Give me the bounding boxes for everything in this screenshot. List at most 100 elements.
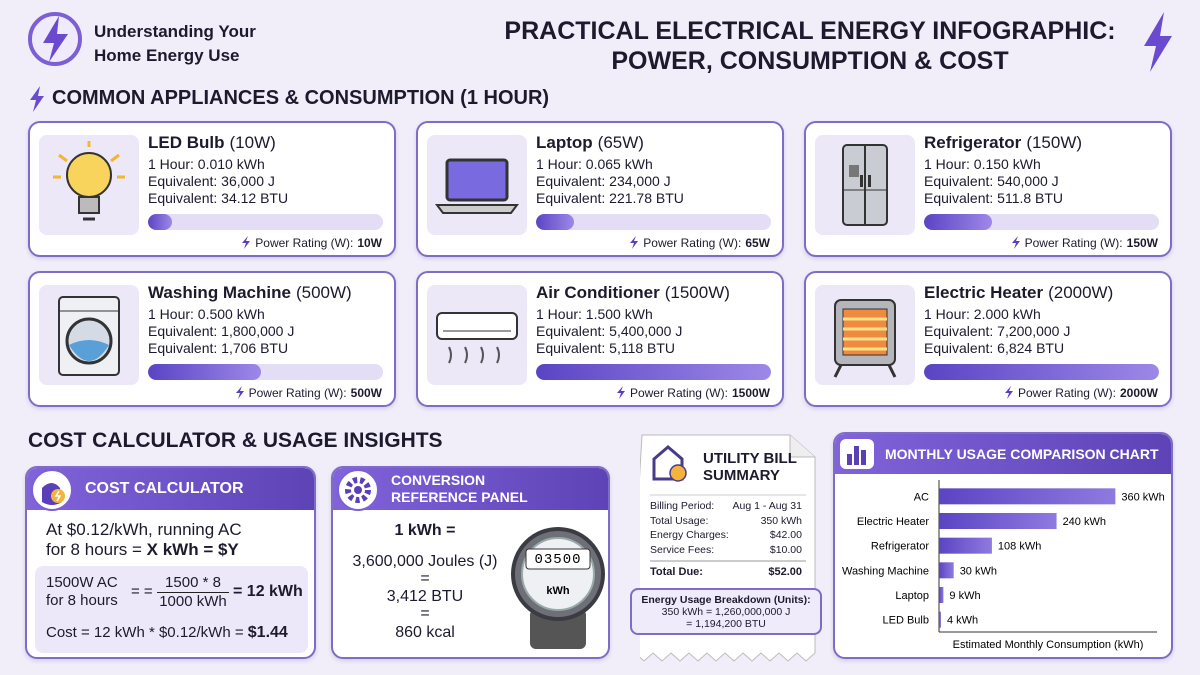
appliance-line: Equivalent: 1,706 BTU <box>148 340 289 356</box>
appliance-icon <box>39 135 139 235</box>
category-label: LED Bulb <box>883 615 929 627</box>
card-header: COST CALCULATOR <box>27 468 314 510</box>
numerator: 1500 * 8 <box>157 574 229 593</box>
power-rating: Power Rating (W): 65W <box>629 236 770 250</box>
appliance-title: Refrigerator (150W) <box>924 133 1082 153</box>
bill-label: Energy Charges: <box>650 529 729 541</box>
gear-icon <box>337 469 379 511</box>
prompt: At $0.12/kWh, running AC for 8 hours = X … <box>46 520 242 560</box>
appliance-name: Air Conditioner <box>536 283 660 302</box>
prompt-line: for 8 hours = X kWh = $Y <box>46 540 242 560</box>
calc-line: for 8 hours <box>46 592 118 609</box>
calc-line: 1500W AC <box>46 574 118 591</box>
appliance-line: 1 Hour: 1.500 kWh <box>536 306 653 322</box>
cost-card: COST CALCULATOR At $0.12/kWh, running AC… <box>25 466 316 659</box>
power-label: Power Rating (W): <box>1024 236 1123 250</box>
icon <box>435 158 519 214</box>
calc-equals: = = <box>131 583 153 600</box>
chart-icon <box>840 439 874 469</box>
value-label: 4 kWh <box>947 615 978 627</box>
icon <box>833 299 897 378</box>
money-icon <box>31 469 73 511</box>
bar <box>939 611 941 628</box>
appliance-icon <box>427 135 527 235</box>
bolt-icon <box>242 236 251 249</box>
conversion-card: CONVERSION REFERENCE PANEL 1 kWh = 3,600,0… <box>331 466 610 659</box>
appliance-name: Refrigerator <box>924 133 1022 152</box>
prompt-bold: X kWh = $Y <box>146 540 239 559</box>
appliance-rating: (10W) <box>229 133 276 152</box>
conversion-line: 1 kWh = <box>394 522 456 539</box>
bar-track <box>148 364 383 380</box>
cost-line: Cost = 12 kWh * $0.12/kWh = $1.44 <box>46 624 288 642</box>
power-bar <box>924 214 993 230</box>
total-value: $52.00 <box>768 566 802 578</box>
bill-label: Service Fees: <box>650 543 715 556</box>
appliance-line: Equivalent: 1,800,000 J <box>148 323 295 339</box>
bar-track <box>536 214 771 230</box>
appliance-line: 1 Hour: 0.065 kWh <box>536 156 653 172</box>
appliance-name: LED Bulb <box>148 133 225 152</box>
appliance-line: Equivalent: 7,200,000 J <box>924 323 1071 339</box>
bar <box>939 513 1057 529</box>
appliance-line: Equivalent: 34.12 BTU <box>148 190 289 206</box>
appliance-rating: (1500W) <box>664 283 730 302</box>
power-label: Power Rating (W): <box>629 386 728 400</box>
bill-value: $10.00 <box>769 543 802 556</box>
bill-label: Total Usage: <box>650 514 709 527</box>
power-bar <box>148 364 261 380</box>
card-header: CONVERSION REFERENCE PANEL <box>333 468 608 510</box>
title-line: REFERENCE PANEL <box>391 489 528 505</box>
appliance-card: Washing Machine (500W) 1 Hour: 0.500 kWh Eq… <box>28 271 396 407</box>
appliance-line: Equivalent: 5,400,000 J <box>536 323 683 339</box>
bill-title: UTILITY BILL SUMMARY <box>703 450 797 484</box>
value-label: 108 kWh <box>998 541 1041 553</box>
power-value: 65W <box>745 236 770 250</box>
icon <box>53 141 125 221</box>
x-axis-label: Estimated Monthly Consumption (kWh) <box>953 639 1144 651</box>
appliance-icon <box>815 285 915 385</box>
power-label: Power Rating (W): <box>643 236 742 250</box>
prompt-text: for 8 hours = <box>46 540 142 559</box>
bolt-icon <box>1004 386 1013 399</box>
power-rating: Power Rating (W): 150W <box>1011 236 1158 250</box>
brand-line: Home Energy Use <box>94 46 240 65</box>
power-value: 500W <box>350 386 382 400</box>
cost-text: Cost = 12 kWh * $0.12/kWh = <box>46 624 244 641</box>
power-rating: Power Rating (W): 10W <box>241 236 382 250</box>
appliance-title: Air Conditioner (1500W) <box>536 283 730 303</box>
breakdown-line: 350 kWh = 1,260,000,000 J <box>661 606 791 618</box>
bill-value: 350 kWh <box>760 514 802 527</box>
bolt-icon <box>616 386 625 399</box>
bolt-icon <box>1011 236 1020 249</box>
bill-row: Billing Period: Aug 1 - Aug 31 <box>650 500 802 515</box>
category-label: Electric Heater <box>857 516 929 528</box>
appliance-card: Laptop (65W) 1 Hour: 0.065 kWh Equivalent: … <box>416 121 784 257</box>
total-label: Total Due: <box>650 566 703 578</box>
logo <box>28 12 82 66</box>
power-label: Power Rating (W): <box>255 236 354 250</box>
bill-value: Aug 1 - Aug 31 <box>732 500 802 512</box>
power-value: 10W <box>357 236 382 250</box>
appliance-rating: (2000W) <box>1048 283 1114 302</box>
appliance-line: 1 Hour: 0.500 kWh <box>148 306 265 322</box>
brand-line: Understanding Your <box>94 22 256 41</box>
conversion-line: = <box>420 605 430 622</box>
prompt-line: At $0.12/kWh, running AC <box>46 520 242 539</box>
appliance-title: Laptop (65W) <box>536 133 644 153</box>
calc-lines: 1500W AC for 8 hours <box>46 574 118 610</box>
bar-track <box>536 364 771 380</box>
appliance-line: Equivalent: 36,000 J <box>148 173 275 189</box>
bill-rows: Billing Period: Aug 1 - Aug 31 Total Usage… <box>650 500 802 558</box>
bar-track <box>924 214 1159 230</box>
appliance-title: LED Bulb (10W) <box>148 133 276 153</box>
card-title: CONVERSION REFERENCE PANEL <box>391 472 528 506</box>
chart: AC 360 kWh Electric Heater 240 kWh Refrigera… <box>842 480 1165 651</box>
bolt-icon <box>235 386 244 399</box>
appliance-rating: (500W) <box>295 283 352 302</box>
bill-label: Billing Period: <box>650 500 715 512</box>
meter-unit: kWh <box>546 585 570 597</box>
appliance-card: Air Conditioner (1500W) 1 Hour: 1.500 kWh E… <box>416 271 784 407</box>
appliance-line: Equivalent: 6,824 BTU <box>924 340 1065 356</box>
